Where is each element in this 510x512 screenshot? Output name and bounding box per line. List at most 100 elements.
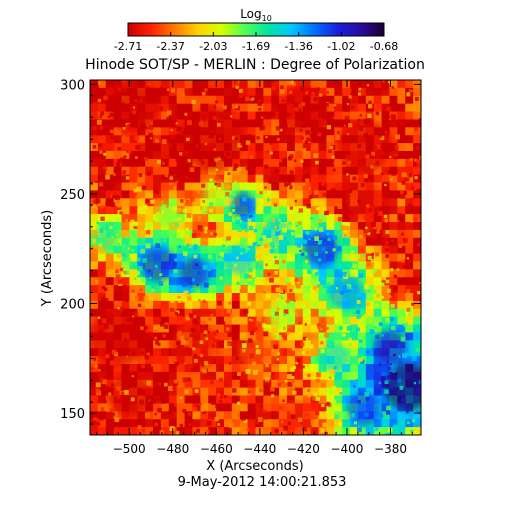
heatmap-cell: [200, 229, 209, 239]
heatmap-speckle-dot: [364, 284, 369, 290]
heatmap-speckle-dot: [151, 203, 155, 207]
heatmap-speckle-dot: [209, 178, 213, 182]
heatmap-speckle-dot: [357, 293, 362, 298]
heatmap-cell: [231, 87, 241, 97]
heatmap-speckle-dot: [308, 238, 311, 241]
heatmap-speckle-dot: [335, 287, 339, 290]
heatmap-speckle-dot: [145, 229, 151, 235]
heatmap-cell: [413, 151, 421, 160]
heatmap-cell: [90, 166, 99, 176]
heatmap-speckle-dot: [297, 221, 302, 225]
heatmap-cell: [271, 151, 280, 160]
heatmap-speckle-dot: [181, 237, 184, 240]
heatmap-speckle-dot: [132, 329, 136, 334]
heatmap-speckle-dot: [127, 257, 131, 262]
heatmap-cell: [105, 151, 115, 160]
heatmap-cell: [239, 237, 249, 247]
heatmap-speckle-dot: [292, 82, 297, 87]
heatmap-speckle-dot: [248, 318, 251, 321]
heatmap-speckle-dot: [291, 232, 295, 236]
heatmap-cell: [145, 316, 154, 326]
heatmap-cell: [153, 332, 162, 341]
heatmap-speckle-dot: [163, 382, 168, 387]
heatmap-cell: [397, 80, 406, 89]
heatmap-speckle-dot: [306, 351, 309, 354]
heatmap-speckle-dot: [306, 388, 311, 392]
heatmap-speckle-dot: [240, 140, 246, 146]
heatmap-cell: [97, 119, 107, 128]
heatmap-cell: [113, 166, 123, 176]
heatmap-speckle-dot: [228, 423, 234, 428]
heatmap-speckle-dot: [133, 265, 136, 268]
heatmap-cell: [97, 253, 107, 263]
heatmap-speckle-dot: [116, 233, 119, 236]
heatmap-cell: [397, 174, 406, 184]
heatmap-cell: [137, 174, 146, 184]
heatmap-cell: [231, 324, 241, 334]
heatmap-cell: [263, 245, 272, 255]
heatmap-speckle-dot: [170, 299, 175, 303]
heatmap-cell: [129, 229, 138, 239]
heatmap-speckle-dot: [109, 136, 113, 140]
heatmap-cell: [90, 103, 99, 113]
heatmap-speckle-dot: [179, 423, 184, 428]
heatmap-cell: [373, 371, 383, 381]
heatmap-speckle-dot: [257, 417, 263, 423]
heatmap-speckle-dot: [184, 346, 190, 352]
colorbar-tick-label: -2.03: [199, 40, 227, 53]
heatmap-speckle-dot: [322, 207, 326, 210]
heatmap-speckle-dot: [103, 324, 109, 329]
heatmap-cell: [413, 332, 421, 341]
heatmap-cell: [208, 269, 217, 278]
heatmap-cell: [381, 269, 391, 278]
heatmap-speckle-dot: [304, 140, 309, 145]
heatmap-cell: [397, 285, 406, 294]
heatmap-speckle-dot: [386, 405, 391, 411]
heatmap-speckle-dot: [285, 299, 290, 304]
heatmap-cell: [310, 293, 320, 302]
heatmap-cell: [160, 229, 170, 239]
heatmap-speckle-dot: [173, 379, 178, 384]
heatmap-cell: [405, 198, 414, 207]
heatmap-speckle-dot: [185, 338, 188, 341]
heatmap-cell: [137, 222, 146, 231]
heatmap-speckle-dot: [251, 361, 257, 366]
heatmap-cell: [160, 95, 170, 105]
heatmap-cell: [216, 308, 225, 318]
heatmap-speckle-dot: [184, 422, 190, 427]
heatmap-speckle-dot: [269, 141, 273, 145]
heatmap-cell: [105, 293, 115, 302]
heatmap-speckle-dot: [140, 141, 143, 144]
heatmap-speckle-dot: [136, 257, 141, 262]
heatmap-cell: [413, 411, 421, 420]
heatmap-speckle-dot: [291, 375, 295, 380]
heatmap-cell: [239, 293, 249, 302]
heatmap-speckle-dot: [227, 342, 231, 346]
heatmap-cell: [357, 214, 367, 223]
heatmap-cell: [357, 103, 367, 113]
heatmap-speckle-dot: [181, 130, 185, 134]
heatmap-speckle-dot: [175, 134, 181, 139]
heatmap-speckle-dot: [394, 150, 399, 154]
heatmap-speckle-dot: [378, 381, 381, 385]
heatmap-speckle-dot: [133, 167, 137, 170]
heatmap-cell: [216, 348, 225, 357]
heatmap-speckle-dot: [213, 148, 217, 151]
heatmap-speckle-dot: [263, 190, 268, 195]
heatmap-cell: [381, 119, 391, 128]
heatmap-cell: [302, 356, 312, 365]
heatmap-cell: [255, 190, 264, 199]
heatmap-speckle-dot: [328, 376, 332, 379]
heatmap-cell: [302, 80, 312, 89]
heatmap-speckle-dot: [226, 327, 230, 331]
heatmap-cell: [279, 253, 288, 263]
heatmap-speckle-dot: [223, 105, 227, 110]
heatmap-speckle-dot: [418, 282, 421, 285]
heatmap-cell: [413, 222, 421, 231]
heatmap-speckle-dot: [269, 277, 274, 283]
heatmap-speckle-dot: [389, 316, 394, 322]
heatmap-cell: [365, 237, 375, 247]
heatmap-speckle-dot: [160, 86, 163, 89]
heatmap-speckle-dot: [359, 120, 364, 126]
heatmap-speckle-dot: [348, 95, 352, 99]
